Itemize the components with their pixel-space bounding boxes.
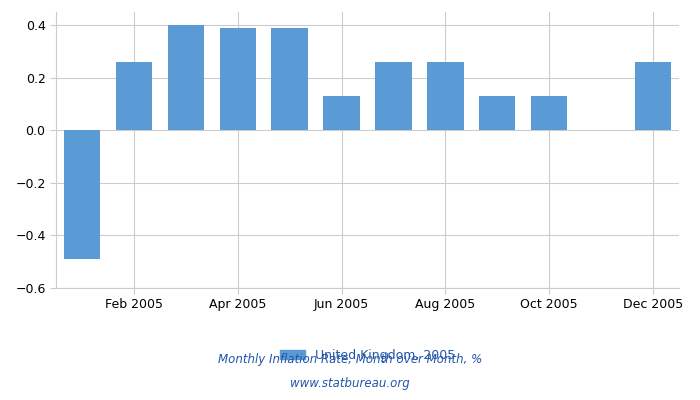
Bar (479, 96, 515, 130)
Bar (220, 28, 256, 130)
Legend: United Kingdom, 2005: United Kingdom, 2005 (275, 344, 460, 367)
Bar (427, 62, 463, 130)
Bar (531, 96, 568, 130)
Bar (635, 62, 671, 130)
Bar (272, 28, 308, 130)
Bar (116, 62, 152, 130)
Bar (167, 25, 204, 130)
Bar (64, 130, 100, 259)
Text: www.statbureau.org: www.statbureau.org (290, 378, 410, 390)
Bar (375, 62, 412, 130)
Bar (323, 96, 360, 130)
Text: Monthly Inflation Rate, Month over Month, %: Monthly Inflation Rate, Month over Month… (218, 354, 482, 366)
